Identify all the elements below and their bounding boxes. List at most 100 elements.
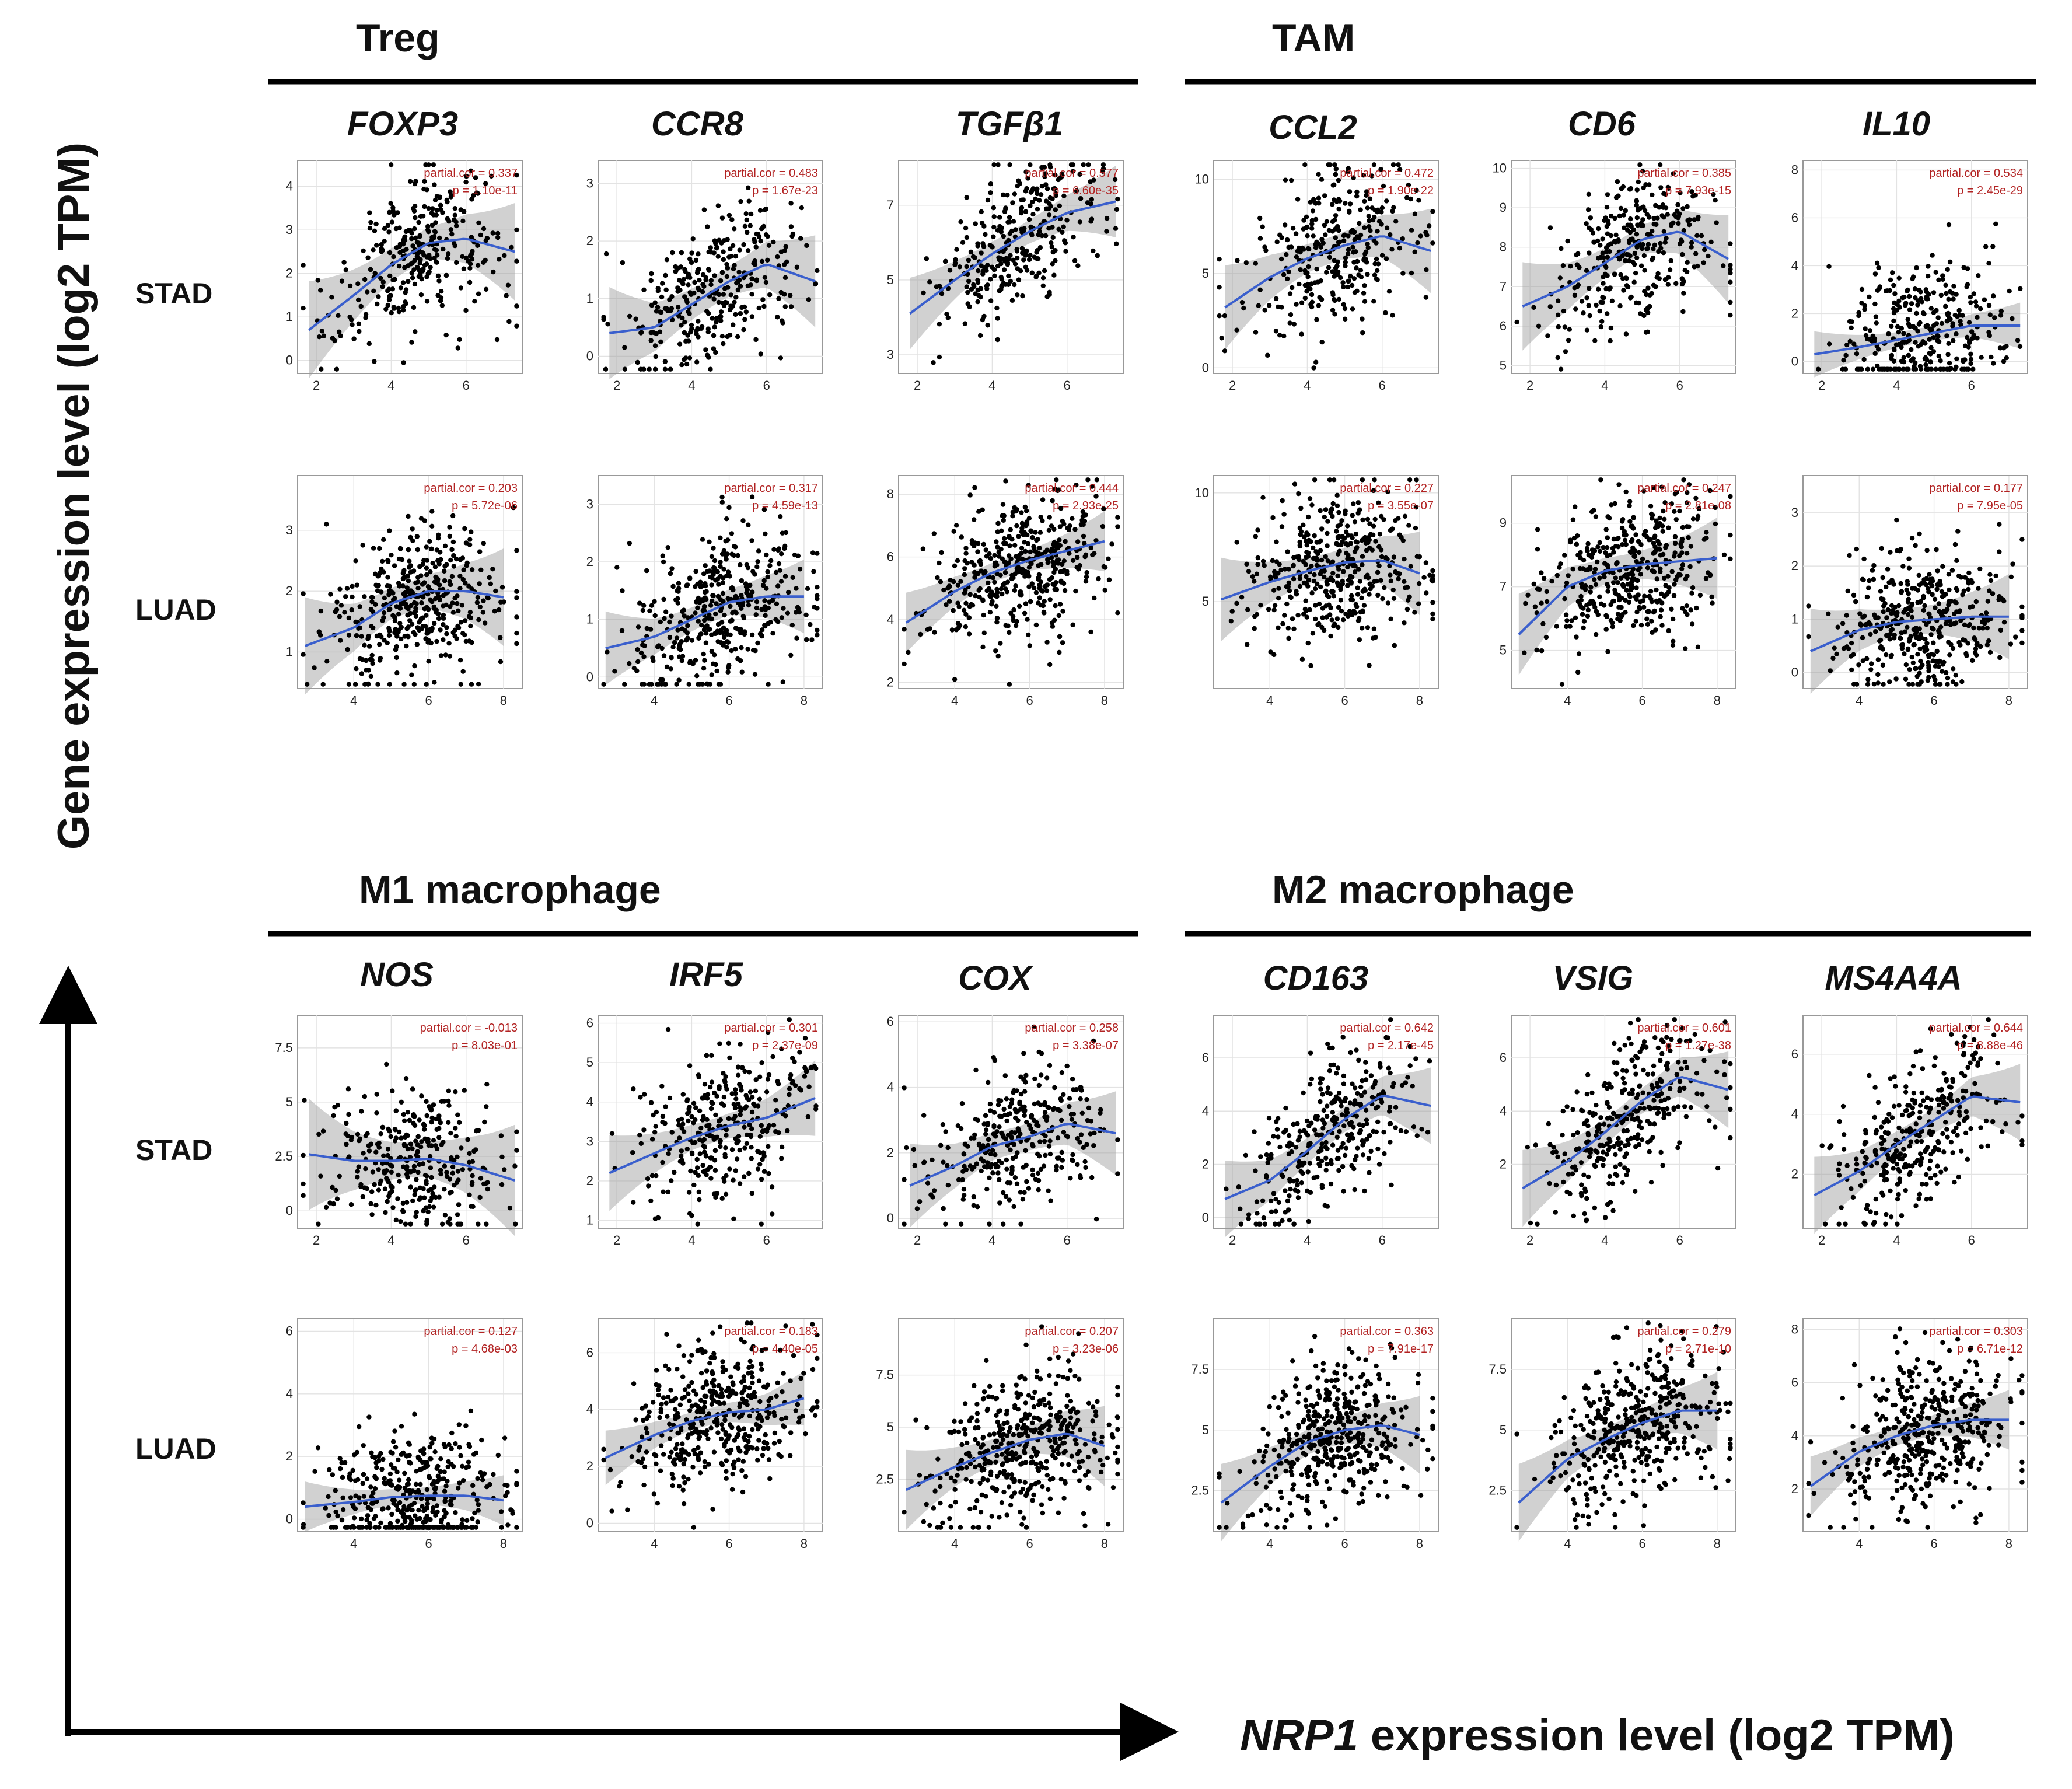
data-point — [1400, 236, 1405, 242]
data-point — [689, 322, 694, 328]
data-point — [386, 633, 392, 638]
data-point — [350, 322, 355, 327]
data-point — [1360, 517, 1365, 523]
data-point — [1640, 242, 1645, 247]
data-point — [1976, 273, 1981, 278]
data-point — [426, 638, 432, 644]
data-point — [641, 603, 647, 608]
data-point — [782, 543, 788, 548]
data-point — [718, 314, 724, 319]
data-point — [346, 1112, 351, 1117]
data-point — [708, 278, 714, 283]
data-point — [1965, 641, 1970, 646]
data-point — [1379, 205, 1385, 211]
data-point — [1965, 266, 1970, 271]
data-point — [1906, 638, 1912, 644]
data-point — [701, 207, 707, 212]
data-point — [719, 270, 725, 275]
data-point — [1872, 271, 1878, 277]
data-point — [1672, 582, 1677, 587]
data-point — [1966, 570, 1972, 576]
data-point — [721, 575, 726, 581]
data-point — [1359, 595, 1364, 600]
fit-curve — [308, 237, 515, 331]
data-point — [725, 596, 731, 601]
data-point — [1685, 218, 1690, 223]
data-point — [1624, 588, 1630, 593]
data-point — [387, 682, 393, 687]
data-point — [1388, 527, 1393, 533]
data-point — [1262, 308, 1267, 313]
data-point — [1047, 662, 1053, 668]
data-point — [1016, 534, 1021, 539]
data-point — [449, 232, 455, 237]
data-point — [704, 681, 710, 687]
data-point — [1357, 616, 1362, 621]
data-point — [1001, 192, 1006, 198]
data-point — [741, 242, 746, 247]
data-point — [701, 651, 706, 657]
data-point — [1376, 563, 1382, 568]
data-point — [654, 309, 659, 314]
data-point — [1375, 592, 1381, 598]
data-point — [1286, 635, 1291, 641]
data-point — [1849, 667, 1854, 673]
data-point — [1666, 275, 1671, 280]
data-point — [513, 1221, 518, 1227]
data-point — [1304, 224, 1310, 230]
data-point — [1057, 634, 1063, 640]
data-point — [1638, 263, 1644, 268]
data-point — [482, 1119, 487, 1125]
data-point — [413, 329, 418, 334]
data-point — [951, 607, 956, 613]
data-point — [1907, 604, 1913, 609]
data-point — [664, 664, 670, 670]
data-point — [1022, 504, 1028, 510]
data-point — [1968, 361, 1973, 366]
data-point — [1037, 530, 1043, 535]
data-point — [754, 564, 760, 569]
data-point — [660, 553, 666, 558]
data-point — [1109, 541, 1114, 547]
data-point — [1598, 477, 1603, 483]
data-point — [2019, 628, 2025, 633]
data-point — [778, 355, 784, 361]
data-point — [344, 586, 350, 591]
data-point — [1625, 284, 1631, 289]
data-point — [1910, 356, 1916, 361]
data-point — [1933, 366, 1938, 372]
data-point — [1683, 646, 1688, 651]
data-point — [1843, 352, 1849, 358]
data-point — [1598, 299, 1603, 305]
data-point — [1972, 650, 1978, 655]
data-point — [1051, 526, 1057, 532]
data-point — [687, 355, 693, 361]
data-point — [1354, 194, 1360, 199]
data-point — [712, 631, 718, 637]
data-point — [1584, 327, 1590, 333]
data-point — [1304, 574, 1309, 579]
data-point — [1228, 619, 1234, 624]
data-point — [1985, 599, 1991, 604]
data-point — [1257, 236, 1263, 241]
data-point — [420, 582, 425, 587]
data-point — [1535, 547, 1540, 552]
data-point — [1535, 527, 1540, 532]
y-tick-label: 7 — [1500, 579, 1507, 594]
data-point — [1617, 618, 1623, 624]
data-point — [377, 546, 382, 551]
data-point — [758, 239, 763, 244]
data-point — [1685, 269, 1690, 275]
data-point — [713, 611, 718, 617]
data-point — [1871, 563, 1877, 568]
data-point — [1265, 352, 1270, 358]
data-point — [1026, 632, 1031, 638]
x-tick-label: 6 — [463, 1233, 470, 1248]
data-point — [398, 1219, 403, 1224]
data-point — [328, 592, 333, 597]
data-point — [514, 641, 519, 647]
data-point — [1615, 560, 1620, 565]
data-point — [963, 551, 969, 556]
data-point — [491, 269, 496, 275]
data-point — [711, 333, 717, 338]
